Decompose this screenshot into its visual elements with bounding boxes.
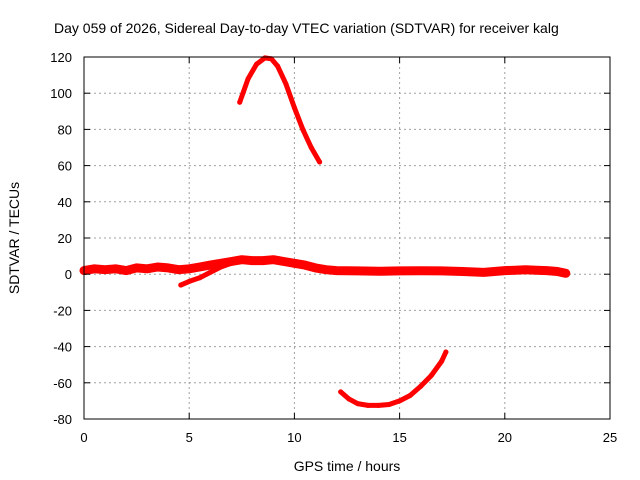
data-point	[355, 401, 361, 407]
data-point	[164, 263, 173, 272]
data-point	[428, 373, 434, 379]
data-point	[395, 266, 404, 275]
data-point	[500, 266, 509, 275]
data-point	[561, 269, 570, 278]
data-point	[300, 261, 309, 270]
data-point	[269, 255, 278, 264]
plot-area	[79, 55, 571, 408]
series-line-3	[338, 349, 449, 408]
data-point	[397, 398, 403, 404]
y-tick-label: -40	[53, 340, 72, 355]
data-point	[338, 389, 344, 395]
data-point	[174, 265, 183, 274]
data-point	[275, 63, 281, 69]
y-tick-label: -60	[53, 376, 72, 391]
data-point	[279, 257, 288, 266]
y-tick-label: 0	[65, 267, 72, 282]
data-point	[132, 263, 141, 272]
data-point	[418, 383, 424, 389]
data-point	[245, 76, 251, 82]
data-point	[321, 265, 330, 274]
plot-frame	[83, 56, 611, 420]
data-point	[258, 256, 267, 265]
data-point	[386, 402, 392, 408]
data-point	[300, 126, 306, 132]
data-point	[365, 402, 371, 408]
data-point	[311, 263, 320, 272]
data-point	[195, 262, 204, 271]
data-point	[254, 61, 260, 67]
x-tick-label: 10	[287, 430, 301, 445]
data-point	[376, 402, 382, 408]
data-point	[185, 264, 194, 273]
data-point	[237, 255, 246, 264]
data-point	[111, 264, 120, 273]
data-point	[186, 278, 192, 284]
data-point	[218, 264, 224, 270]
y-tick-label: 120	[50, 50, 72, 65]
data-point	[553, 267, 562, 276]
data-point	[439, 358, 445, 364]
data-point	[228, 260, 234, 266]
data-point	[153, 262, 162, 271]
series-line-0	[79, 255, 571, 278]
data-point	[458, 267, 467, 276]
y-tick-label: 40	[58, 195, 72, 210]
chart-title: Day 059 of 2026, Sidereal Day-to-day VTE…	[54, 20, 559, 36]
data-point	[291, 105, 297, 111]
x-tick-label: 20	[498, 430, 512, 445]
x-tick-label: 5	[186, 430, 193, 445]
data-point	[290, 259, 299, 268]
x-tick-label: 15	[392, 430, 406, 445]
x-tick-label: 0	[80, 430, 87, 445]
data-point	[443, 349, 449, 355]
y-tick-label: 20	[58, 231, 72, 246]
data-point	[143, 264, 152, 273]
axis-ticks: 0 5 10 15 20 25 -80 -60 -40 -20 0 20 40 60 80 100 120	[50, 50, 617, 445]
y-tick-label: 60	[58, 159, 72, 174]
data-point	[101, 265, 110, 274]
data-point	[206, 261, 215, 270]
data-point	[521, 265, 530, 274]
series-line-2	[237, 55, 323, 165]
data-point	[532, 266, 541, 275]
data-point	[207, 269, 213, 275]
data-point	[122, 266, 131, 275]
x-axis-label: GPS time / hours	[294, 458, 401, 474]
data-point	[332, 266, 341, 275]
data-point	[268, 56, 274, 62]
data-point	[437, 266, 446, 275]
grid-lines	[84, 57, 610, 419]
y-tick-label: -20	[53, 303, 72, 318]
data-point	[374, 267, 383, 276]
data-point	[353, 266, 362, 275]
y-tick-label: -80	[53, 412, 72, 427]
data-point	[490, 267, 499, 276]
data-point	[237, 99, 243, 105]
y-tick-label: 100	[50, 86, 72, 101]
y-tick-label: 80	[58, 122, 72, 137]
x-tick-label: 25	[603, 430, 617, 445]
data-point	[178, 282, 184, 288]
data-point	[197, 275, 203, 281]
data-point	[262, 55, 268, 61]
data-point	[317, 159, 323, 165]
data-point	[407, 392, 413, 398]
data-point	[479, 268, 488, 277]
y-axis-label: SDTVAR / TECUs	[6, 182, 22, 294]
data-point	[346, 396, 352, 402]
data-point	[542, 266, 551, 275]
data-point	[511, 266, 520, 275]
data-point	[416, 266, 425, 275]
data-point	[90, 264, 99, 273]
data-point	[308, 145, 314, 150]
data-point	[248, 256, 257, 265]
data-point	[283, 81, 289, 87]
